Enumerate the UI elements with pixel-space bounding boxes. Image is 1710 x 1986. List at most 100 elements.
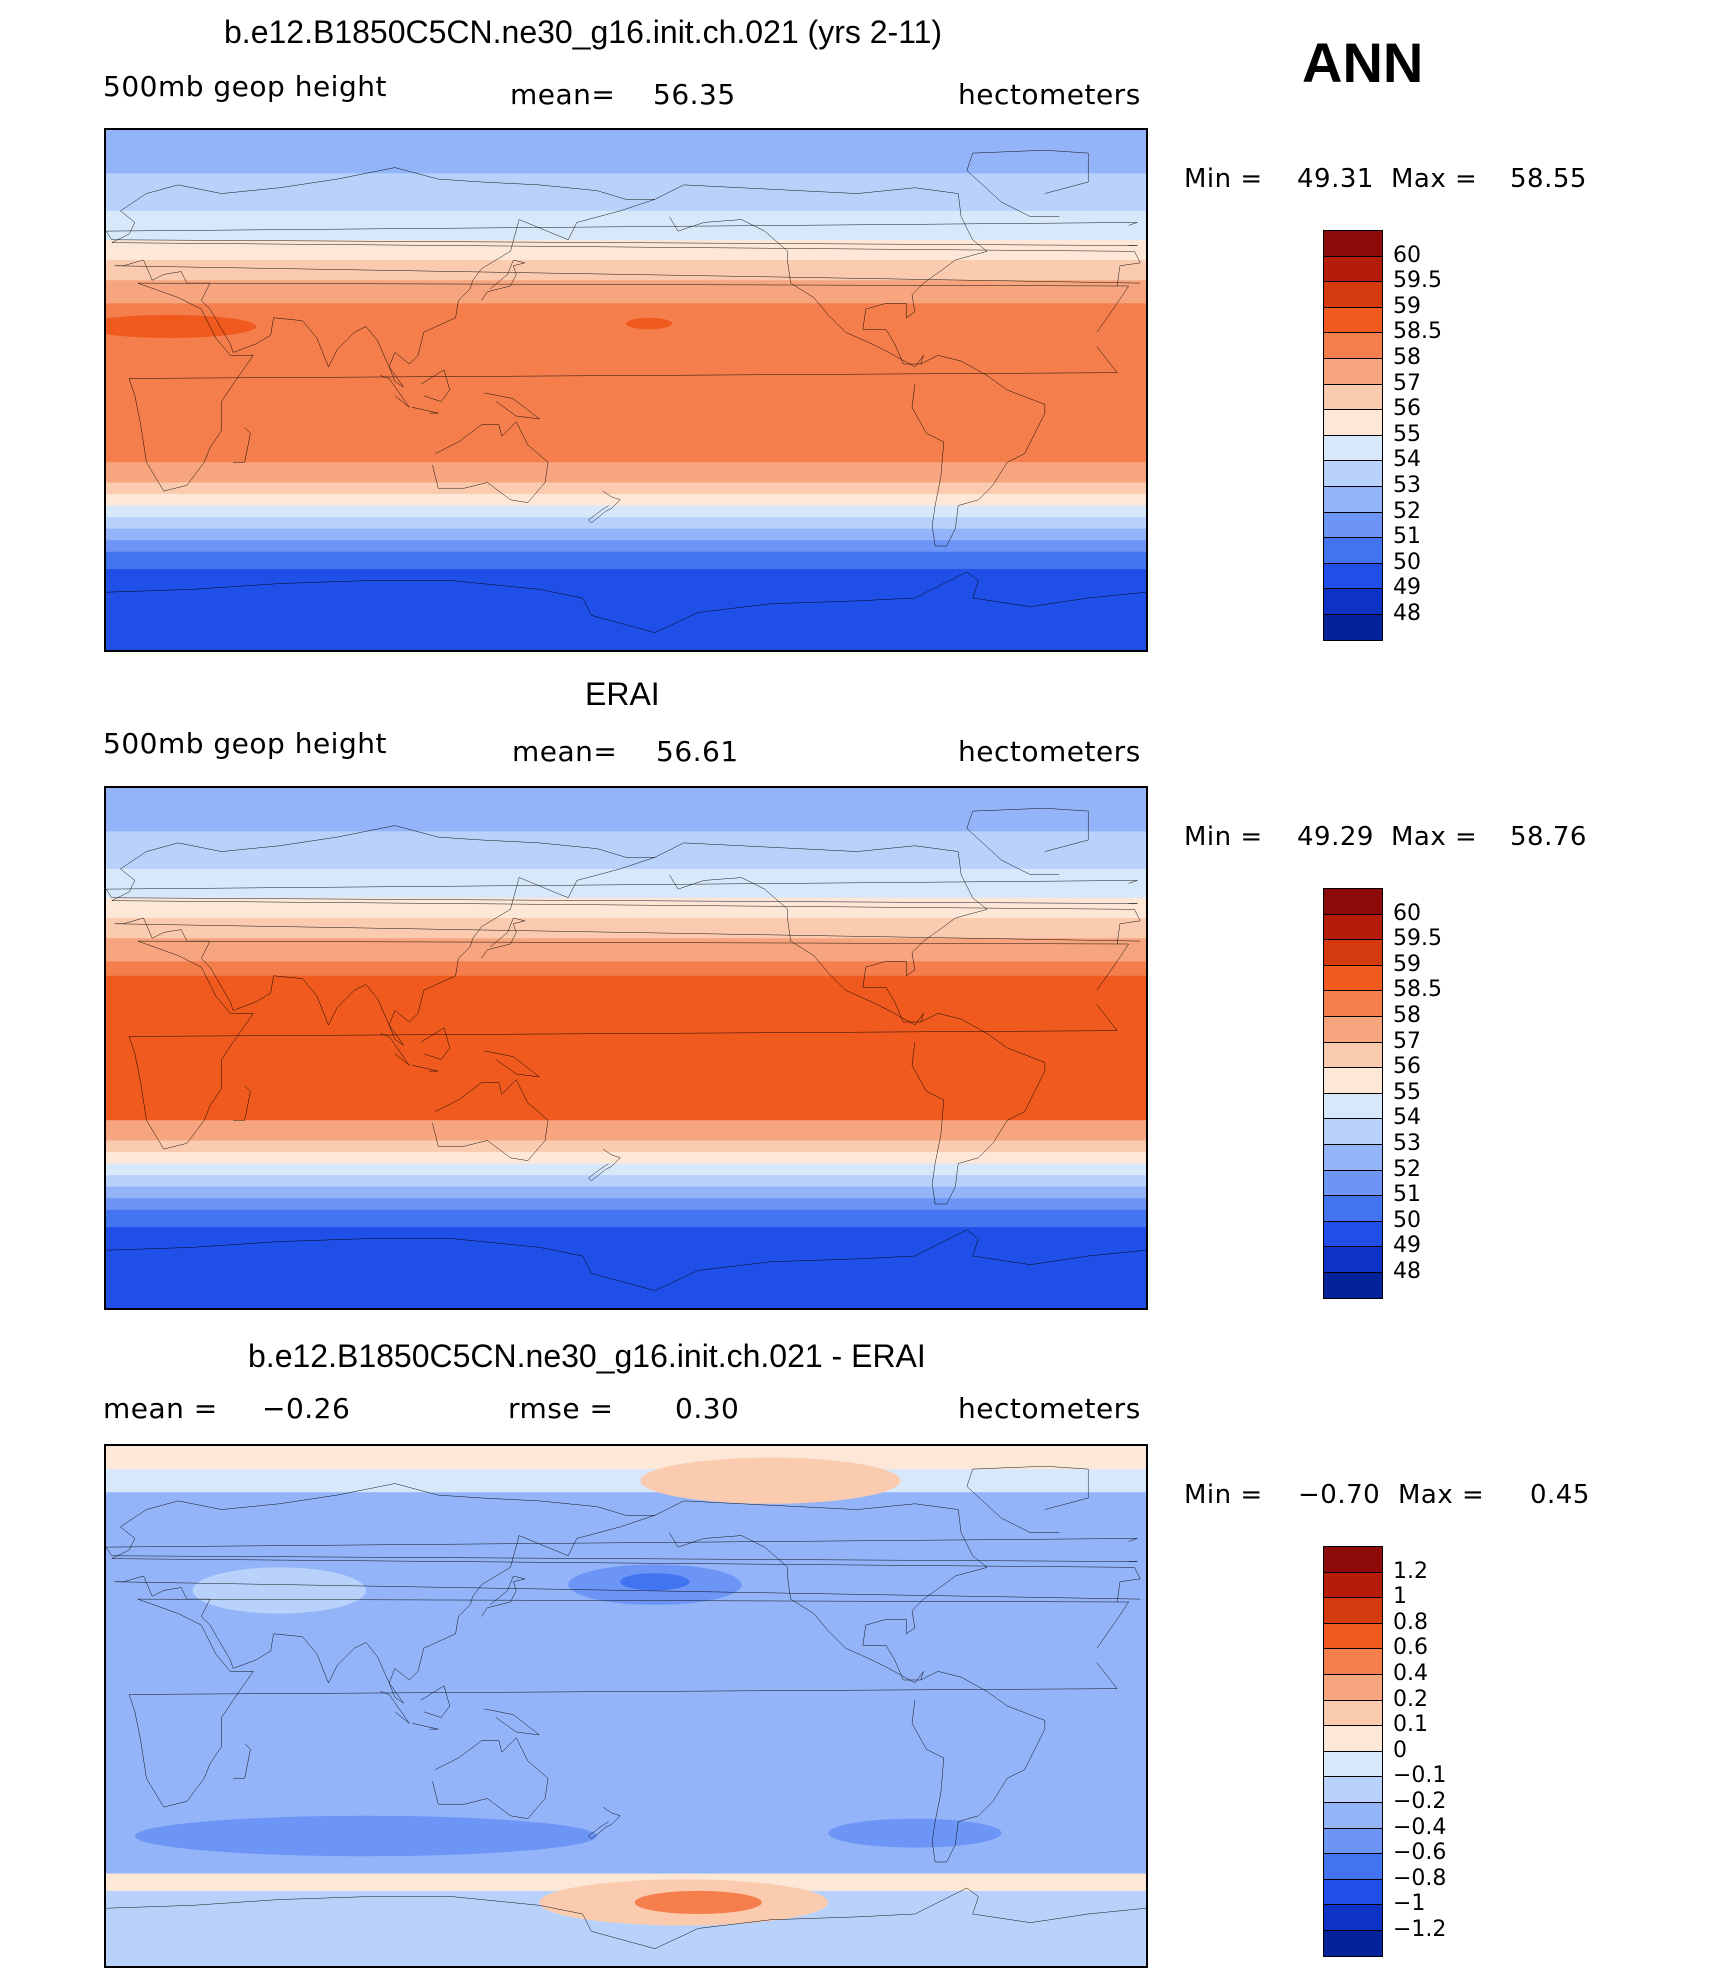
contour-band — [106, 1446, 1146, 1470]
panel-2-map — [104, 786, 1148, 1310]
colorbar-swatch — [1323, 1750, 1383, 1778]
contour-anomaly-region — [192, 1567, 366, 1614]
colorbar-swatch — [1323, 1725, 1383, 1752]
panel-2-mean-value: 56.61 — [656, 735, 739, 768]
panel-3-map — [104, 1444, 1148, 1968]
colorbar-swatch — [1323, 1853, 1383, 1880]
colorbar-tick-label: 49 — [1393, 575, 1421, 601]
colorbar-swatch — [1323, 1597, 1383, 1624]
colorbar-tick-label: 56 — [1393, 1054, 1421, 1080]
colorbar-tick-label: 59.5 — [1393, 268, 1442, 294]
colorbar-swatch — [1323, 409, 1383, 436]
colorbar-tick-label: 59 — [1393, 293, 1421, 319]
contour-band — [106, 173, 1146, 212]
colorbar-tick-label: −0.4 — [1393, 1814, 1447, 1840]
colorbar-tick-label: 58.5 — [1393, 319, 1442, 345]
contour-band — [106, 1175, 1146, 1188]
panel-3-max-label: Max = — [1398, 1480, 1485, 1510]
coastline — [912, 1671, 1045, 1862]
contour-band — [106, 494, 1146, 507]
colorbar-swatch — [1323, 990, 1383, 1017]
colorbar-tick-label: −0.1 — [1393, 1763, 1447, 1789]
contour-band — [106, 528, 1146, 542]
season-label: ANN — [1302, 31, 1424, 94]
coastline — [106, 880, 1137, 903]
colorbar-tick-label: 57 — [1393, 370, 1421, 396]
colorbar-tick-label: 51 — [1393, 524, 1421, 550]
panel-2-max-value: 58.76 — [1510, 822, 1587, 852]
panel-1-max-value: 58.55 — [1510, 164, 1587, 194]
colorbar-swatch — [1323, 1648, 1383, 1675]
panel-1-map — [104, 128, 1148, 652]
colorbar-swatch — [1323, 1546, 1383, 1573]
contour-band — [106, 505, 1146, 518]
colorbar-swatch — [1323, 1674, 1383, 1701]
coastline — [233, 1744, 250, 1779]
panel-1-mean-value: 56.35 — [653, 78, 736, 111]
contour-band — [106, 280, 1146, 305]
panel-2-units: hectometers — [958, 735, 1141, 768]
contour-band — [106, 130, 1146, 175]
panel-2-title: ERAI — [585, 676, 660, 712]
contour-anomaly-region — [828, 1818, 1002, 1848]
colorbar-swatch — [1323, 588, 1383, 615]
colorbar-tick-label: 54 — [1393, 447, 1421, 473]
colorbar-tick-label: 50 — [1393, 549, 1421, 575]
colorbar-tick-label: 48 — [1393, 601, 1421, 626]
coastline — [432, 1080, 548, 1161]
colorbar-tick-label: 55 — [1393, 421, 1421, 447]
contour-anomaly-region — [134, 1815, 598, 1857]
coastline — [421, 370, 450, 402]
coastline — [106, 222, 1137, 245]
coastline — [588, 1149, 620, 1181]
colorbar-tick-label: 48 — [1393, 1259, 1421, 1284]
colorbar-swatch — [1323, 1699, 1383, 1727]
colorbar-swatch — [1323, 562, 1383, 590]
contour-band — [106, 569, 1146, 650]
coastline — [482, 260, 525, 300]
coastline — [112, 826, 1140, 1046]
colorbar-swatch — [1323, 486, 1383, 513]
colorbar-swatch — [1323, 939, 1383, 966]
coastline — [421, 1686, 450, 1718]
coastline — [912, 355, 1045, 546]
colorbar-swatch — [1323, 230, 1383, 257]
coastline — [129, 941, 1129, 1149]
contour-band — [106, 1198, 1146, 1211]
contour-band — [106, 1120, 1146, 1142]
colorbar-swatch — [1323, 1878, 1383, 1906]
colorbar-swatch — [1323, 964, 1383, 992]
coastline — [412, 1723, 438, 1729]
coastline — [233, 1086, 250, 1121]
coastline — [233, 428, 250, 463]
contour-band — [106, 938, 1146, 963]
colorbar-tick-label: 60 — [1393, 900, 1421, 926]
panel-2-min-value: 49.29 — [1297, 822, 1374, 852]
colorbar-swatch — [1323, 1571, 1383, 1599]
coastline — [484, 1051, 539, 1077]
coastline — [482, 918, 525, 958]
colorbar-swatch — [1323, 332, 1383, 359]
colorbar-tick-label: 59.5 — [1393, 926, 1442, 952]
contour-band — [106, 1140, 1146, 1153]
panel-3-rmse-value: 0.30 — [675, 1392, 740, 1425]
colorbar-swatch — [1323, 1195, 1383, 1222]
panel-3-min-label: Min = — [1184, 1480, 1263, 1510]
colorbar-swatch — [1323, 1802, 1383, 1829]
contour-band — [106, 961, 1146, 977]
coastline — [129, 283, 1129, 491]
colorbar-tick-label: −0.8 — [1393, 1865, 1447, 1891]
colorbar-tick-label: 51 — [1393, 1182, 1421, 1208]
colorbar-tick-label: 58 — [1393, 345, 1421, 370]
colorbar-swatch — [1323, 255, 1383, 283]
colorbar-tick-label: 49 — [1393, 1233, 1421, 1259]
contour-anomaly-region — [640, 1457, 901, 1504]
panel-1-max-label: Max = — [1391, 164, 1478, 194]
colorbar-swatch — [1323, 1118, 1383, 1145]
colorbar-tick-label: 54 — [1393, 1105, 1421, 1131]
contour-band — [106, 260, 1146, 282]
coastline — [655, 1501, 987, 1683]
colorbar-swatch — [1323, 281, 1383, 308]
colorbar-swatch — [1323, 1220, 1383, 1248]
contour-band — [106, 897, 1146, 919]
